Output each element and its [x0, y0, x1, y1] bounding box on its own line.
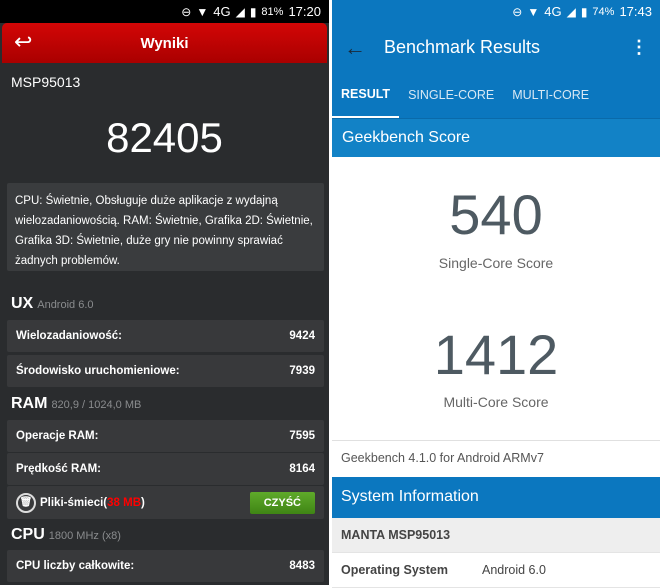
- back-arrow-icon[interactable]: ↩: [14, 29, 33, 54]
- section-label: RAM: [11, 395, 48, 412]
- section-cpu: CPU 1800 MHz (x8): [11, 526, 121, 544]
- tab-single-core[interactable]: SINGLE-CORE: [408, 88, 495, 102]
- row-value: 9424: [289, 330, 315, 342]
- system-info-header: System Information: [332, 477, 660, 518]
- tab-result[interactable]: RESULT: [332, 72, 400, 118]
- tab-bar: RESULT SINGLE-CORE MULTI-CORE: [332, 72, 660, 118]
- more-options-icon[interactable]: ⋮: [630, 37, 648, 57]
- device-row: MANTA MSP95013: [332, 518, 660, 553]
- os-value: Android 6.0: [482, 563, 546, 577]
- row-label: Wielozadaniowość:: [16, 330, 122, 342]
- battery-level: 81%: [261, 5, 284, 18]
- device-name: MANTA MSP95013: [341, 528, 451, 542]
- dnd-icon: ⊖: [512, 4, 523, 19]
- row-label: Operacje RAM:: [16, 430, 99, 442]
- geekbench-panel: ⊖ ▼ 4G ◢ ▮ 74% 17:43 ← Benchmark Results…: [332, 0, 660, 588]
- single-core-score: 540: [449, 183, 543, 246]
- clean-button[interactable]: CZYŚĆ: [249, 491, 315, 514]
- row-value: 8483: [289, 560, 315, 572]
- junk-label: Pliki-śmieci(: [40, 496, 108, 509]
- back-arrow-icon[interactable]: ←: [344, 34, 366, 60]
- section-sub: Android 6.0: [37, 299, 94, 311]
- battery-level: 74%: [592, 5, 615, 18]
- score-row: Wielozadaniowość: 9424: [7, 320, 324, 352]
- wifi-icon: ▼: [196, 4, 209, 19]
- section-ux: UX Android 6.0: [11, 295, 94, 313]
- row-value: 8164: [289, 463, 315, 475]
- section-ram: RAM 820,9 / 1024,0 MB: [11, 395, 141, 413]
- junk-size: 38 MB: [107, 496, 141, 509]
- clock: 17:20: [288, 4, 321, 19]
- status-bar: ⊖ ▼ 4G ◢ ▮ 81% 17:20: [0, 0, 329, 23]
- device-name: MSP95013: [11, 74, 81, 90]
- single-core-label: Single-Core Score: [438, 255, 554, 271]
- battery-icon: ▮: [580, 4, 588, 19]
- wifi-icon: ▼: [527, 4, 540, 19]
- os-row: Operating System Android 6.0: [332, 553, 660, 588]
- row-label: Prędkość RAM:: [16, 463, 101, 475]
- row-label: CPU liczby całkowite:: [16, 560, 135, 572]
- section-sub: 1800 MHz (x8): [48, 530, 121, 542]
- description: CPU: Świetnie, Obsługuje duże aplikacje …: [7, 183, 324, 271]
- row-label: Środowisko uruchomieniowe:: [16, 365, 180, 377]
- status-bar: ⊖ ▼ 4G ◢ ▮ 74% 17:43: [332, 0, 660, 23]
- os-label: Operating System: [341, 563, 448, 577]
- row-value: 7939: [289, 365, 315, 377]
- junk-paren: ): [141, 496, 145, 509]
- clock: 17:43: [619, 4, 652, 19]
- antutu-panel: ⊖ ▼ 4G ◢ ▮ 81% 17:20 ↩ Wyniki MSP95013 8…: [0, 0, 329, 585]
- header-bar: ↩ Wyniki: [2, 23, 327, 63]
- battery-icon: ▮: [249, 4, 257, 19]
- network-label: 4G: [213, 4, 231, 19]
- tab-multi-core[interactable]: MULTI-CORE: [512, 88, 590, 102]
- network-label: 4G: [544, 4, 562, 19]
- page-title: Benchmark Results: [384, 37, 541, 57]
- junk-files-row: 🗑 Pliki-śmieci(38 MB) CZYŚĆ: [7, 486, 324, 519]
- section-label: UX: [11, 295, 34, 312]
- multi-core-score: 1412: [433, 323, 559, 386]
- version-text: Geekbench 4.1.0 for Android ARMv7: [332, 440, 660, 475]
- section-label: CPU: [11, 526, 45, 543]
- score-row: Środowisko uruchomieniowe: 7939: [7, 355, 324, 387]
- score-row: CPU liczby całkowite: 8483: [7, 550, 324, 582]
- section-sub: 820,9 / 1024,0 MB: [51, 399, 142, 411]
- signal-icon: ◢: [566, 4, 576, 19]
- page-title: Wyniki: [140, 34, 189, 52]
- dnd-icon: ⊖: [181, 4, 192, 19]
- score-row: Operacje RAM: 7595: [7, 420, 324, 452]
- app-bar: ← Benchmark Results ⋮: [332, 23, 660, 72]
- total-score: 82405: [106, 114, 223, 161]
- row-value: 7595: [289, 430, 315, 442]
- signal-icon: ◢: [235, 4, 245, 19]
- geekbench-score-header: Geekbench Score: [332, 118, 660, 157]
- multi-core-label: Multi-Core Score: [443, 394, 549, 410]
- score-row: Prędkość RAM: 8164: [7, 453, 324, 485]
- trash-icon: 🗑: [16, 492, 36, 513]
